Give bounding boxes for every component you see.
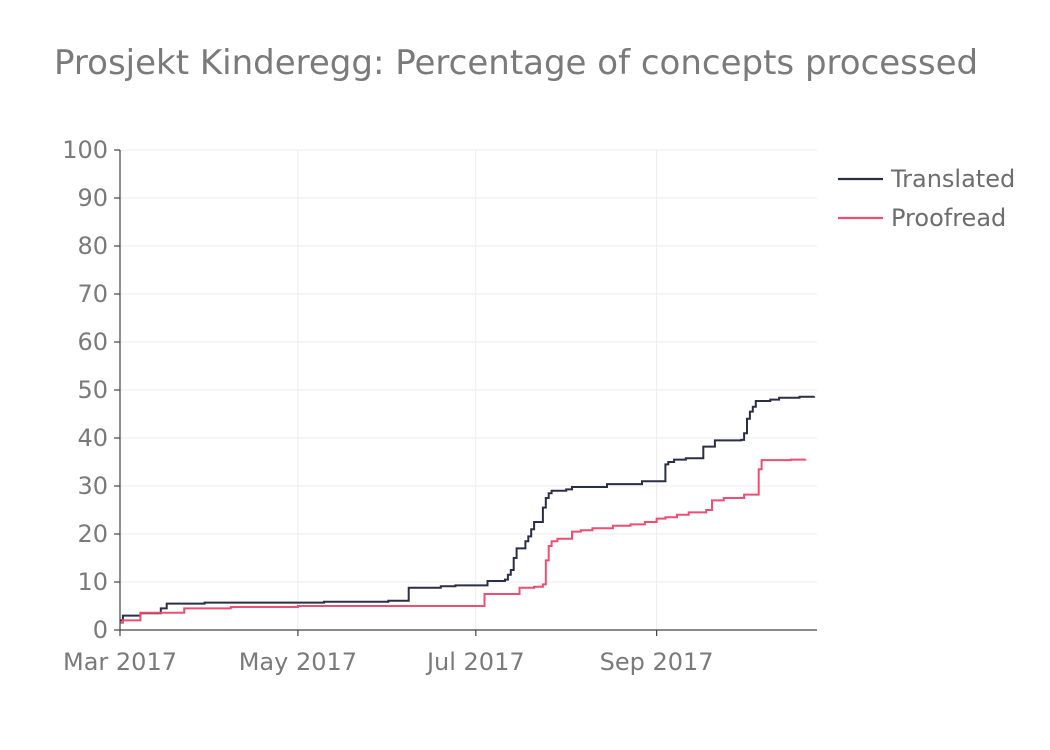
y-tick-label: 60 (77, 328, 108, 356)
y-tick-label: 20 (77, 520, 108, 548)
y-tick-label: 70 (77, 280, 108, 308)
y-tick-label: 100 (62, 136, 108, 164)
y-tick-label: 10 (77, 568, 108, 596)
axes (114, 149, 817, 636)
x-tick-label: Sep 2017 (600, 648, 714, 676)
grid-lines (120, 149, 817, 630)
chart-title: Prosjekt Kinderegg: Percentage of concep… (54, 43, 978, 83)
y-tick-label: 0 (93, 616, 108, 644)
y-tick-label: 90 (77, 184, 108, 212)
series-line-proofread (120, 458, 807, 624)
y-tick-label: 40 (77, 424, 108, 452)
tick-labels: 0 10 20 30 40 50 60 70 80 90 100 Mar 2017 May 2017 Ju… (62, 136, 713, 676)
y-tick-label: 30 (77, 472, 108, 500)
x-tick-label: May 2017 (239, 648, 357, 676)
legend[interactable]: Translated Proofread (838, 165, 1015, 232)
legend-label: Proofread (891, 204, 1006, 232)
x-tick-label: Mar 2017 (63, 648, 177, 676)
x-tick-label: Jul 2017 (425, 648, 525, 676)
legend-item-proofread[interactable]: Proofread (838, 204, 1006, 232)
y-tick-label: 50 (77, 376, 108, 404)
series-lines (120, 395, 816, 624)
legend-item-translated[interactable]: Translated (838, 165, 1015, 193)
legend-label: Translated (890, 165, 1015, 193)
y-tick-label: 80 (77, 232, 108, 260)
series-line-translated (120, 395, 816, 622)
